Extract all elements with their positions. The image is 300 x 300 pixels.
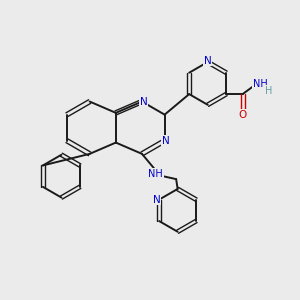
- Text: NH: NH: [148, 169, 163, 179]
- Text: O: O: [238, 110, 247, 120]
- Text: NH: NH: [253, 79, 268, 89]
- Text: N: N: [162, 136, 170, 146]
- Text: N: N: [204, 56, 212, 65]
- Text: N: N: [140, 97, 147, 106]
- Text: H: H: [265, 86, 272, 96]
- Text: N: N: [153, 195, 160, 205]
